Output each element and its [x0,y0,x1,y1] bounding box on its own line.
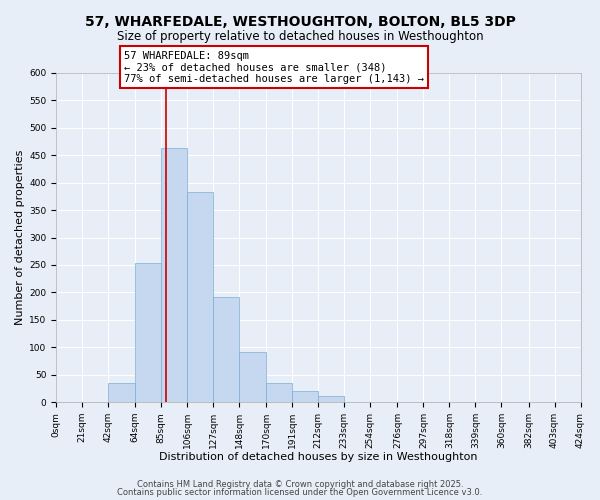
Y-axis label: Number of detached properties: Number of detached properties [15,150,25,325]
Bar [135,264,161,402]
Text: 57, WHARFEDALE, WESTHOUGHTON, BOLTON, BL5 3DP: 57, WHARFEDALE, WESTHOUGHTON, BOLTON, BL… [85,15,515,29]
X-axis label: Distribution of detached houses by size in Westhoughton: Distribution of detached houses by size … [159,452,478,462]
Bar [266,383,292,402]
Bar [292,392,319,402]
Bar [319,396,344,402]
Bar [213,297,239,402]
Text: Contains public sector information licensed under the Open Government Licence v3: Contains public sector information licen… [118,488,482,497]
Text: Contains HM Land Registry data © Crown copyright and database right 2025.: Contains HM Land Registry data © Crown c… [137,480,463,489]
Bar [161,148,187,402]
Bar [108,383,135,402]
Text: 57 WHARFEDALE: 89sqm
← 23% of detached houses are smaller (348)
77% of semi-deta: 57 WHARFEDALE: 89sqm ← 23% of detached h… [124,50,424,84]
Bar [239,352,266,402]
Bar [187,192,213,402]
Text: Size of property relative to detached houses in Westhoughton: Size of property relative to detached ho… [116,30,484,43]
